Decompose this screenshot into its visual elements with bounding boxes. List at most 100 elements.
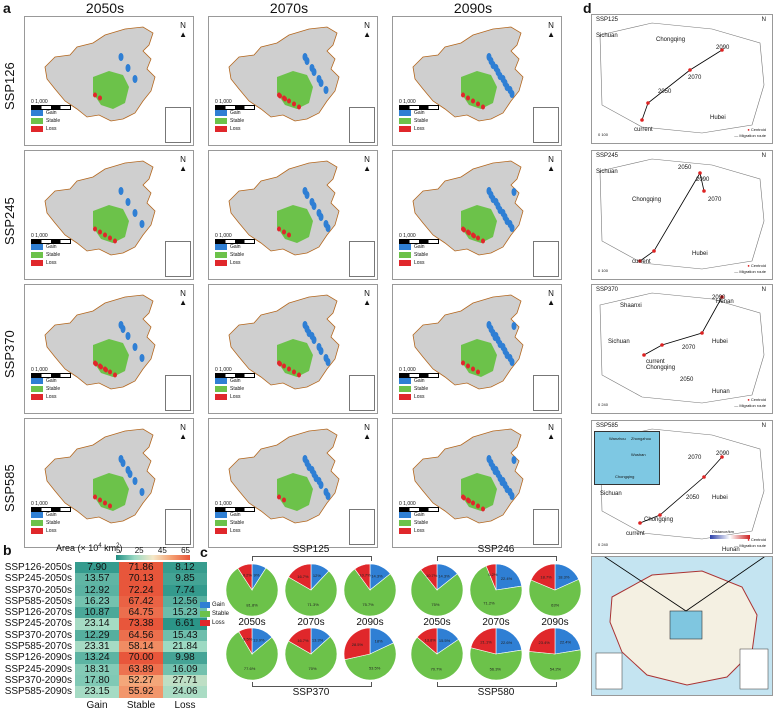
pie-bottom-1: 13.3% 70% 16.7% [284,627,338,681]
pie-label: 23.4% [539,640,551,645]
loss-patch [287,98,291,104]
map-legend: Gain Stable Loss [399,243,428,267]
row-label: SSP126-2070s [4,607,72,619]
year-label: 2070 [688,455,702,461]
map-ssp245-2050s: N ▲ 0 1,000 Gain Stable Loss [24,150,194,280]
pie-label: 18% [375,638,383,643]
pie-legend: Gain Stable Loss [200,600,229,627]
year-label: 2070 [682,345,696,351]
place-label: Hubei [710,115,726,121]
gain-patch [132,343,138,351]
loss-patch [278,93,282,99]
legend-gain: Gain [46,110,57,116]
centroid-marker [638,521,642,525]
pie-label: 56.3% [490,666,502,671]
cell-loss: 7.74 [163,584,207,596]
map-ssp245-2070s: N ▲ 0 1,000 Gain Stable Loss [208,150,378,280]
pie-slice-loss [354,563,371,591]
south-china-sea-inset [165,241,191,277]
loss-patch [103,232,107,238]
legend-stable: Stable [46,252,61,258]
table-row: SSP245-2050s 13.57 70.13 9.85 [0,573,207,585]
map-svg [412,160,524,256]
col-head-2090s: 2090s [453,0,493,16]
group-bracket [437,682,557,687]
start-label: current [626,531,645,537]
north-arrow-icon: N ▲ [179,423,187,441]
stable-region [277,473,313,511]
gain-patch [511,322,517,330]
loss-patch [113,238,117,244]
year-label: 2050 [680,377,694,383]
period-label: 2050s [238,617,266,628]
row-label: SSP370-2050s [4,584,72,596]
south-china-sea-inset [349,375,375,411]
legend-gain: Gain [414,110,425,116]
cell-gain: 18.31 [75,663,119,675]
south-china-sea-inset [533,241,559,277]
pie-slice-gain [554,627,581,655]
scale-bar: 0 1,000 [31,99,71,110]
pie-top-4: 22.4% 71.2% 6.2% [469,563,523,617]
gain-patch [120,459,126,467]
scale-bar: 0 1,000 [31,233,71,244]
cell-loss: 9.85 [163,573,207,585]
gain-patch [304,191,310,199]
pie-slice-loss [530,563,556,591]
panel-a-letter: a [3,0,11,16]
panel-title: SSP245 [596,153,619,159]
loss-patch [287,232,291,238]
loss-patch [461,360,465,366]
centroid-marker [688,68,692,72]
scale-bar: 0 1,000 [215,501,255,512]
gain-patch [325,358,331,366]
panel-title: SSP125 [596,17,619,23]
pie-bottom-4: 22.6% 56.3% 21.1% [469,627,523,681]
map-svg [44,428,156,524]
year-label: 2090 [712,295,726,301]
scale-bar: 0 1,000 [399,501,439,512]
cell-gain: 12.92 [75,584,119,596]
map-ssp126-2090s: N ▲ 0 1,000 Gain Stable Loss [392,16,562,146]
north-arrow-icon: N ▲ [547,289,555,307]
gain-patch [311,202,317,210]
group-label: SSP580 [477,687,515,698]
loss-patch [466,95,470,101]
pie-label: 22.4% [560,640,572,645]
map-svg [412,428,524,524]
loss-patch [108,503,112,509]
centroid-marker [720,295,724,299]
centroid-marker [638,259,642,263]
centroid-marker [660,343,664,347]
gain-patch [509,358,515,366]
group-bracket [252,556,372,561]
legend-loss: Loss [230,260,241,266]
legend-gain: Gain [46,244,57,250]
legend-loss: Loss [46,528,57,534]
scale-bar: 0 1,000 [31,367,71,378]
scale-bar: 0 1,000 [399,233,439,244]
legend-loss: Loss [414,260,425,266]
pie-legend-item: Stable [212,610,230,617]
migration-panel-ssp370: SSP370 N Shaanxi Henan Sichuan Chongqing Hubei… [591,284,773,414]
pie-label: 71.3% [307,602,319,607]
stable-region [461,339,497,377]
period-label: 2090s [541,617,569,628]
pie-slice-stable [528,649,582,681]
legend-loss: Loss [414,394,425,400]
overview-map [591,556,773,696]
gain-patch [497,72,503,80]
pie-slice-stable [344,642,397,681]
migration-map-svg [599,292,765,404]
start-label: current [634,127,653,133]
loss-patch [297,104,301,110]
migration-map-svg [599,22,765,134]
cell-loss: 24.06 [163,686,207,698]
place-label: Sichuan [608,339,630,345]
map-legend: Gain Stable Loss [31,511,60,535]
legend-stable: Stable [46,520,61,526]
pie-slice-loss [470,627,497,655]
south-china-sea-inset [533,509,559,545]
pie-label: 22.6% [501,640,513,645]
loss-patch [292,101,296,107]
